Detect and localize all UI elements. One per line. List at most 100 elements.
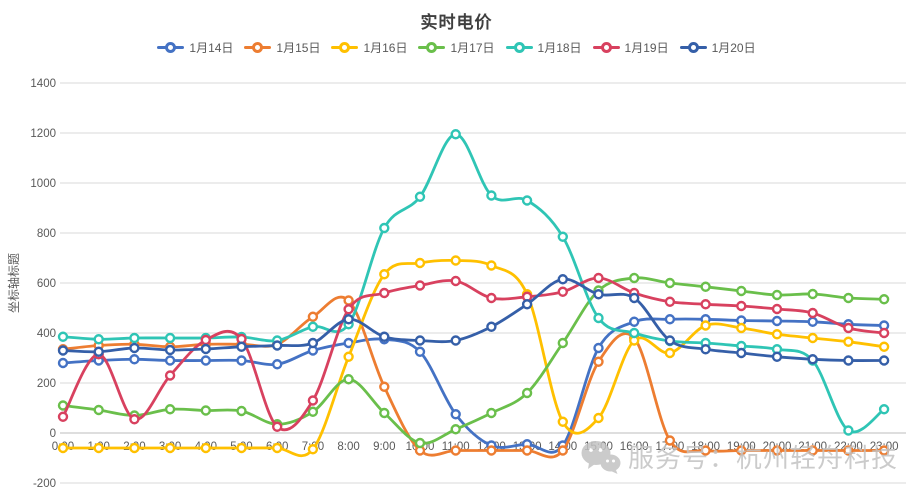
legend-label: 1月19日 bbox=[624, 41, 669, 55]
data-point-series-6 bbox=[521, 299, 533, 310]
data-point-series-4 bbox=[843, 425, 854, 436]
data-point-series-3 bbox=[807, 288, 818, 300]
legend-item-3[interactable]: 1月17日 bbox=[418, 39, 495, 56]
data-point-series-3 bbox=[93, 404, 104, 416]
data-point-series-5 bbox=[486, 292, 497, 304]
chart-legend: 1月14日 1月15日 1月16日 1月17日 1月18日 1月19日 1月20日 bbox=[0, 39, 913, 56]
data-point-series-3 bbox=[307, 406, 319, 417]
data-point-series-4 bbox=[379, 222, 390, 234]
legend-item-4[interactable]: 1月18日 bbox=[505, 39, 582, 56]
data-point-series-3 bbox=[379, 407, 390, 419]
data-point-series-6 bbox=[307, 337, 319, 349]
data-point-series-1 bbox=[486, 445, 497, 456]
data-point-series-3 bbox=[343, 374, 354, 385]
legend-marker-icon bbox=[679, 42, 707, 53]
legend-label: 1月15日 bbox=[276, 41, 321, 55]
y-tick-label: 1000 bbox=[30, 178, 56, 190]
data-point-series-3 bbox=[450, 424, 461, 435]
data-point-series-4 bbox=[450, 129, 461, 140]
data-point-series-3 bbox=[200, 405, 212, 416]
data-point-series-5 bbox=[736, 300, 747, 312]
data-point-series-4 bbox=[521, 195, 533, 206]
data-point-series-4 bbox=[414, 191, 426, 202]
legend-label: 1月17日 bbox=[450, 41, 495, 55]
data-point-series-0 bbox=[414, 346, 426, 357]
data-point-series-2 bbox=[593, 412, 604, 424]
data-point-series-2 bbox=[771, 329, 783, 340]
data-point-series-4 bbox=[93, 334, 104, 345]
data-point-series-6 bbox=[164, 344, 176, 356]
chart-title: 实时电价 bbox=[420, 13, 493, 32]
data-point-series-0 bbox=[129, 354, 140, 365]
data-point-series-3 bbox=[736, 285, 747, 297]
data-point-series-5 bbox=[200, 334, 212, 346]
data-point-series-0 bbox=[807, 316, 818, 327]
data-point-series-1 bbox=[593, 356, 604, 367]
data-point-series-0 bbox=[236, 355, 247, 366]
data-point-series-5 bbox=[379, 287, 390, 299]
legend-marker-icon bbox=[157, 42, 185, 53]
data-point-series-6 bbox=[200, 343, 212, 355]
data-point-series-0 bbox=[57, 357, 69, 369]
y-tick-label: -200 bbox=[33, 478, 56, 490]
data-point-series-6 bbox=[878, 355, 890, 366]
legend-marker-icon bbox=[244, 42, 272, 53]
data-point-series-1 bbox=[878, 445, 890, 456]
legend-item-6[interactable]: 1月20日 bbox=[679, 39, 756, 56]
y-tick-label: 1200 bbox=[30, 128, 56, 140]
y-tick-label: 1400 bbox=[30, 78, 56, 90]
legend-label: 1月16日 bbox=[363, 41, 408, 55]
data-point-series-2 bbox=[200, 442, 212, 454]
data-point-series-3 bbox=[700, 281, 711, 292]
data-point-series-2 bbox=[343, 351, 354, 362]
legend-marker-icon bbox=[331, 42, 359, 53]
data-point-series-3 bbox=[236, 405, 247, 417]
data-point-series-1 bbox=[521, 445, 533, 456]
data-point-series-4 bbox=[557, 231, 568, 242]
data-point-series-6 bbox=[664, 335, 676, 346]
data-point-series-6 bbox=[629, 292, 640, 304]
data-point-series-2 bbox=[557, 416, 568, 427]
data-point-series-3 bbox=[164, 404, 176, 415]
data-point-series-0 bbox=[664, 314, 676, 325]
y-tick-label: 600 bbox=[37, 278, 56, 290]
legend-item-2[interactable]: 1月16日 bbox=[331, 39, 407, 56]
data-point-series-4 bbox=[486, 190, 497, 201]
data-point-series-3 bbox=[629, 272, 640, 284]
y-tick-label: 200 bbox=[37, 378, 56, 390]
data-point-series-1 bbox=[557, 445, 568, 456]
legend-item-5[interactable]: 1月19日 bbox=[592, 39, 669, 56]
data-point-series-6 bbox=[486, 321, 497, 332]
data-point-series-6 bbox=[450, 335, 461, 346]
data-point-series-2 bbox=[272, 442, 283, 454]
data-point-series-0 bbox=[593, 342, 604, 354]
data-point-series-2 bbox=[807, 332, 818, 344]
data-point-series-4 bbox=[878, 404, 890, 415]
legend-item-1[interactable]: 1月15日 bbox=[244, 39, 320, 56]
legend-label: 1月20日 bbox=[711, 41, 756, 55]
data-point-series-3 bbox=[878, 294, 890, 305]
data-point-series-4 bbox=[129, 332, 140, 344]
data-point-series-5 bbox=[700, 299, 711, 310]
data-point-series-6 bbox=[236, 341, 247, 352]
data-point-series-6 bbox=[379, 331, 390, 342]
data-point-series-6 bbox=[57, 345, 69, 356]
legend-item-0[interactable]: 1月14日 bbox=[157, 39, 233, 56]
data-point-series-2 bbox=[164, 442, 176, 454]
data-point-series-2 bbox=[664, 347, 676, 359]
data-point-series-0 bbox=[343, 337, 354, 349]
data-point-series-3 bbox=[486, 407, 497, 419]
legend-label: 1月18日 bbox=[537, 41, 582, 55]
data-point-series-5 bbox=[593, 272, 604, 284]
x-tick-label: 9:00 bbox=[373, 441, 395, 453]
data-point-series-2 bbox=[57, 442, 69, 454]
data-point-series-4 bbox=[593, 312, 604, 324]
data-point-series-2 bbox=[486, 260, 497, 271]
data-point-series-1 bbox=[450, 445, 461, 456]
legend-label: 1月14日 bbox=[189, 41, 234, 55]
data-point-series-5 bbox=[129, 414, 140, 425]
data-point-series-1 bbox=[664, 435, 676, 446]
data-point-series-6 bbox=[807, 354, 818, 365]
data-point-series-1 bbox=[843, 445, 854, 456]
